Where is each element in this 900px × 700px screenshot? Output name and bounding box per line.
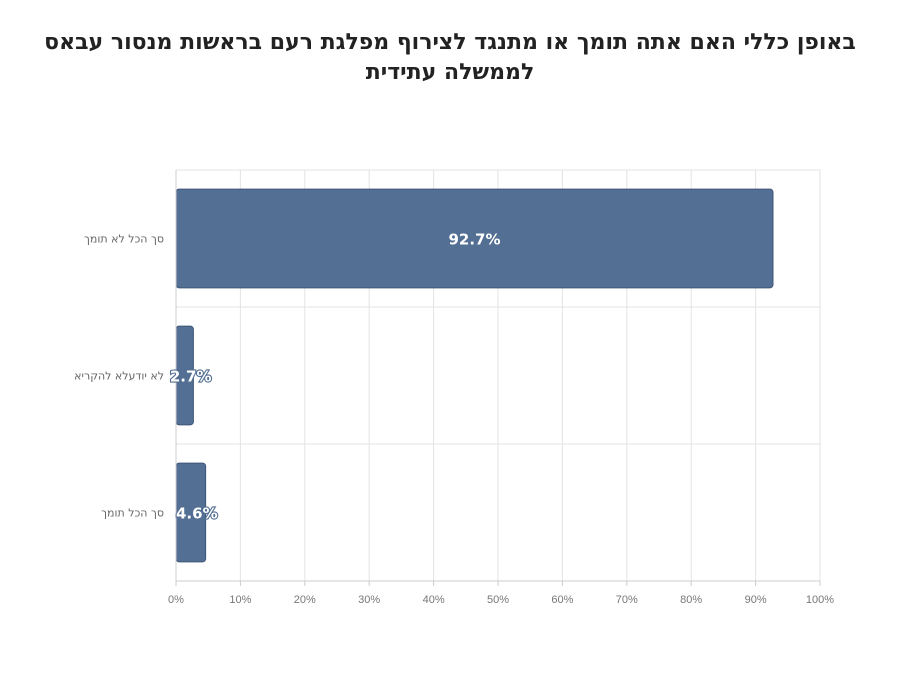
category-label: סך הכל תומך <box>101 507 164 520</box>
category-label: סך הכל לא תומך <box>84 233 164 246</box>
x-tick-label: 100% <box>806 594 834 606</box>
x-tick-label: 60% <box>551 594 573 606</box>
x-tick-label: 90% <box>745 594 767 606</box>
data-label: 92.7% <box>448 231 500 249</box>
category-label: לא יודעלא להקריא <box>74 370 164 383</box>
data-label: 2.7% <box>170 368 212 386</box>
x-tick-label: 50% <box>487 594 509 606</box>
chart-title: באופן כללי האם אתה תומך או מתנגד לצירוף … <box>44 30 856 85</box>
x-tick-label: 10% <box>229 594 251 606</box>
x-tick-label: 40% <box>423 594 445 606</box>
x-tick-label: 20% <box>294 594 316 606</box>
labels: 0% 10% 20% 30% 40% 50% 60% 70% 80% 90% 100% סך הכל … <box>74 231 834 607</box>
x-tick-label: 30% <box>358 594 380 606</box>
axes <box>175 170 821 586</box>
x-tick-label: 70% <box>616 594 638 606</box>
x-tick-label: 80% <box>680 594 702 606</box>
x-tick-label: 0% <box>168 594 184 606</box>
data-label: 4.6% <box>176 505 218 523</box>
